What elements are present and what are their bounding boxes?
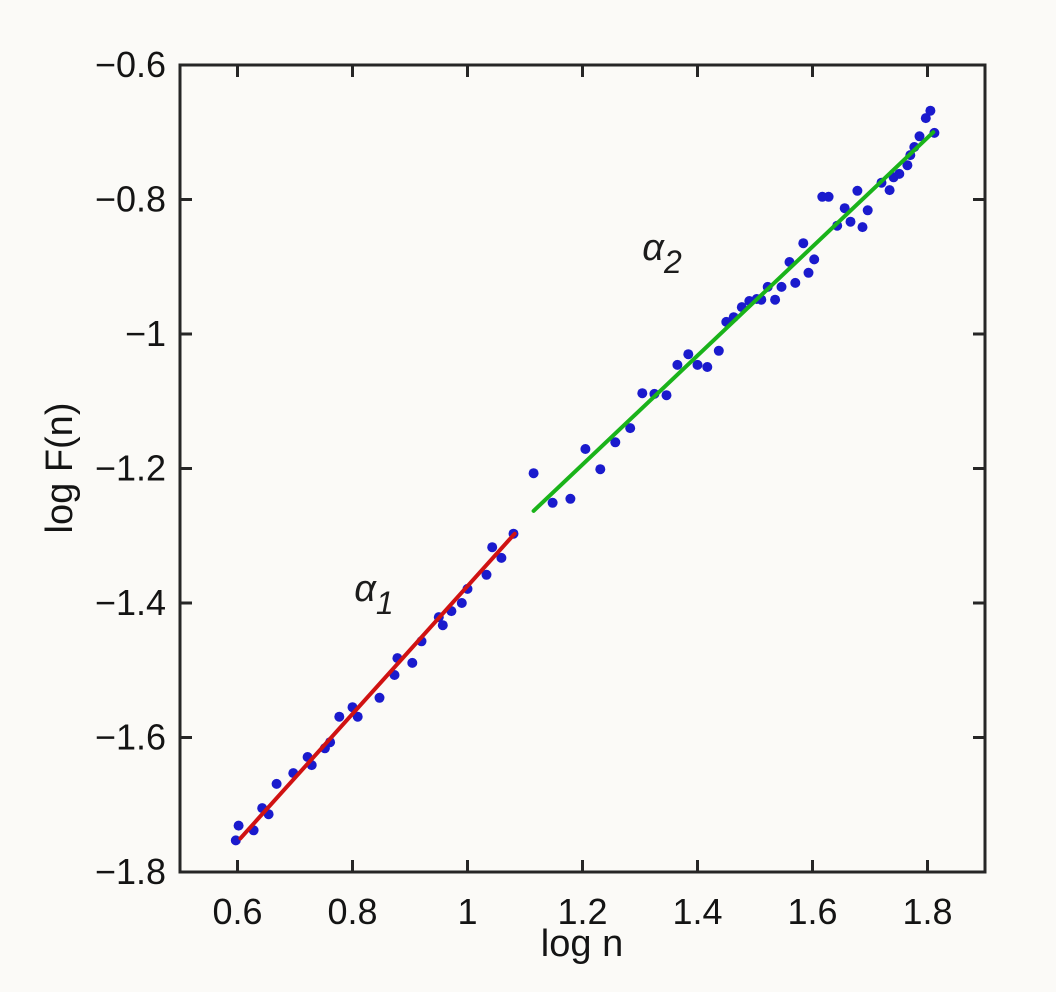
data-point	[637, 388, 648, 399]
data-point	[230, 835, 241, 846]
data-point	[914, 131, 925, 142]
data-point	[713, 345, 724, 356]
data-point	[271, 778, 282, 789]
data-point	[352, 711, 363, 722]
data-point	[894, 168, 905, 179]
data-point	[683, 349, 694, 360]
alpha2-fit-line	[531, 130, 936, 513]
data-point	[672, 359, 683, 370]
data-point	[902, 160, 913, 171]
data-point	[487, 542, 498, 553]
y-tick-label: −0.6	[95, 44, 166, 85]
data-point	[496, 552, 507, 563]
alpha1-label: α1	[354, 568, 393, 621]
data-point	[692, 359, 703, 370]
axes-box	[178, 63, 987, 874]
data-point	[920, 113, 931, 124]
plot-area: 0.6 0.8 1 1.2 1.4 1.6 1.8 −0.6 −0.8 −1 −1.2 −1.4 −1.…	[95, 44, 987, 932]
y-axis-label: log F(n)	[39, 403, 81, 534]
data-point	[595, 464, 606, 475]
data-point	[374, 692, 385, 703]
x-tick-label: 1	[457, 891, 477, 932]
x-tick-label: 1.2	[557, 891, 607, 932]
data-point	[437, 620, 448, 631]
data-point	[334, 711, 345, 722]
data-point	[565, 493, 576, 504]
data-point	[925, 105, 936, 116]
data-point	[625, 423, 636, 434]
data-point	[862, 205, 873, 216]
data-point	[661, 390, 672, 401]
data-point	[798, 238, 809, 249]
data-point	[803, 267, 814, 278]
data-point	[481, 569, 492, 580]
data-point	[580, 444, 591, 454]
x-tick-label: 1.6	[787, 891, 837, 932]
y-tick-label: −0.8	[95, 179, 166, 220]
data-point	[407, 657, 418, 668]
y-tick-label: −1	[125, 313, 166, 354]
x-tick-label: 1.4	[672, 891, 722, 932]
data-point	[839, 203, 850, 214]
y-tick-label: −1.8	[95, 851, 166, 892]
data-point	[823, 191, 834, 202]
data-point	[845, 216, 856, 227]
data-point	[528, 468, 539, 479]
data-point	[610, 437, 621, 448]
x-axis-label: log n	[541, 923, 623, 965]
data-point	[884, 185, 895, 196]
data-point	[852, 185, 863, 196]
y-tick-label: −1.4	[95, 582, 166, 623]
data-point	[857, 222, 868, 233]
data-point	[233, 820, 244, 831]
data-point	[547, 497, 558, 508]
data-point	[776, 281, 787, 292]
x-tick-label: 0.6	[212, 891, 262, 932]
data-point	[456, 598, 467, 608]
data-point	[809, 254, 820, 265]
x-tick-label: 0.8	[327, 891, 377, 932]
y-tick-label: −1.2	[95, 448, 166, 489]
data-point	[702, 362, 713, 372]
alpha1-fit-line	[238, 531, 517, 841]
data-point	[770, 294, 781, 305]
x-tick-label: 1.8	[902, 891, 952, 932]
alpha2-label: α2	[642, 227, 682, 280]
data-point	[790, 277, 801, 288]
y-tick-label: −1.6	[95, 717, 166, 758]
